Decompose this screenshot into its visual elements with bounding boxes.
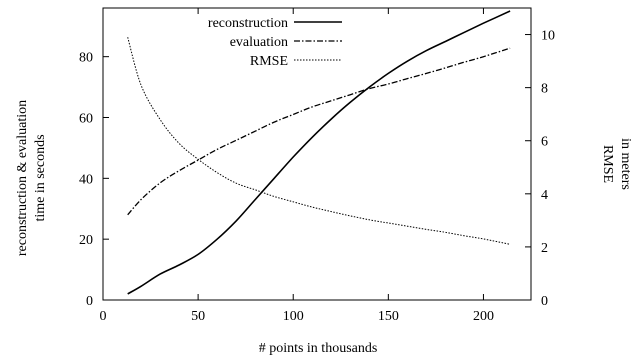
legend: reconstruction evaluation RMSE [208,16,342,69]
right-y-tick-label: 10 [541,29,555,44]
series-lines [127,10,511,295]
x-tick-label: 0 [100,309,107,324]
right-y-tick-label: 0 [541,294,548,309]
x-tick-label: 100 [283,309,304,324]
x-tick-label: 150 [378,309,399,324]
legend-label-reconstruction: reconstruction [208,16,288,31]
left-axis-label-line-2: time in seconds [33,134,48,221]
left-axis-label-line-1: reconstruction & evaluation [15,100,30,256]
series-line-rmse [127,37,511,245]
x-tick-label: 200 [473,309,494,324]
left-y-tick-label: 60 [79,112,93,127]
right-y-tick-label: 8 [541,82,548,97]
legend-label-evaluation: evaluation [230,35,288,50]
left-y-tick-label: 40 [79,172,93,187]
left-y-tick-label: 20 [79,233,93,248]
plot-frame [102,7,532,301]
left-y-tick-label: 0 [86,294,93,309]
legend-label-rmse: RMSE [250,54,288,69]
axis-labels: # points in thousands reconstruction & e… [15,100,633,356]
x-tick-label: 50 [191,309,205,324]
left-y-tick-label: 80 [79,51,93,66]
right-y-tick-label: 2 [541,241,548,256]
tick-labels: 0 50 100 150 200 0 20 40 60 80 0 2 4 6 8 10 [79,29,555,324]
series-line-evaluation [127,47,511,216]
series-line-reconstruction [127,10,511,295]
x-axis-label: # points in thousands [259,341,378,356]
right-y-tick-label: 4 [541,188,548,203]
right-axis-label-line-2: in meters [618,138,633,190]
right-axis-label-line-1: RMSE [600,145,615,183]
plot-area [102,7,532,301]
right-y-tick-label: 6 [541,135,548,150]
